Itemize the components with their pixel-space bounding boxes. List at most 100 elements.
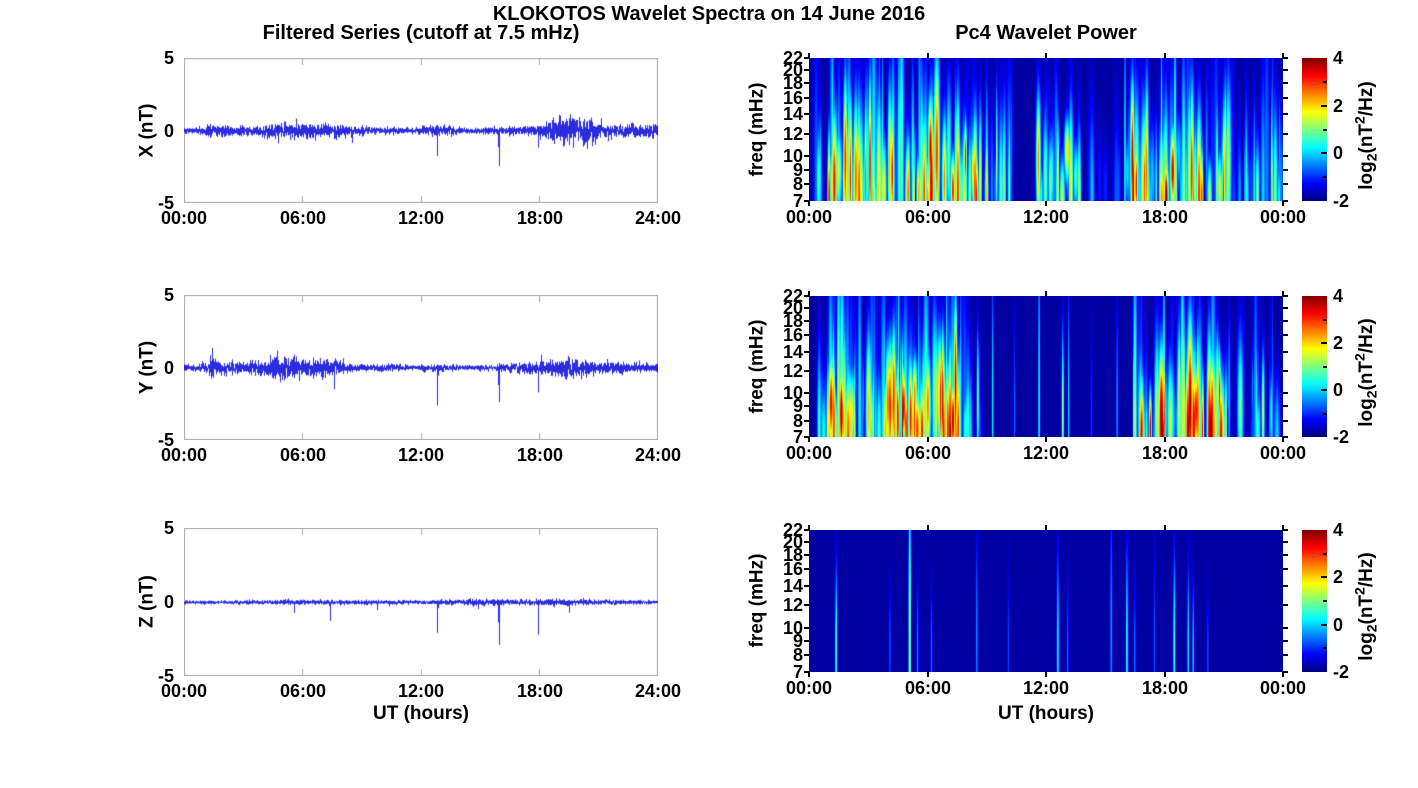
x-tick-label: 12:00 [397, 681, 445, 701]
colorbar-tick-label: 4 [1333, 520, 1344, 540]
tick-mark [1321, 105, 1327, 107]
y-tick-label: 14 [782, 104, 803, 124]
colorbar-label-superscript: 2 [1351, 352, 1368, 361]
x-tick-label: 00:00 [1259, 678, 1307, 698]
tick-mark [804, 200, 809, 202]
y-tick-label: -5 [157, 193, 174, 213]
x-tick-label: 06:00 [904, 678, 952, 698]
colorbar-tick-label: -2 [1333, 191, 1350, 211]
tick-mark [804, 541, 809, 543]
tick-mark [1321, 576, 1327, 578]
x-tick-label: 12:00 [1022, 207, 1070, 227]
tick-mark [1164, 53, 1166, 58]
tick-mark [808, 291, 810, 296]
colorbar-tick-label: 4 [1333, 48, 1344, 68]
tick-mark [927, 53, 929, 58]
x-tick-label: 18:00 [516, 681, 564, 701]
tick-mark [804, 436, 809, 438]
tick-mark [1045, 437, 1047, 442]
y-tick-label: 18 [782, 545, 803, 565]
tick-mark [927, 201, 929, 206]
tick-mark [1323, 647, 1327, 649]
tick-mark [804, 97, 809, 99]
tick-mark [1323, 319, 1327, 321]
tick-mark [804, 370, 809, 372]
x-tick-label: 18:00 [1141, 207, 1189, 227]
x-tick-label: 06:00 [904, 207, 952, 227]
tick-mark [1323, 413, 1327, 415]
y-tick-label: 5 [163, 285, 174, 305]
tick-mark [1283, 183, 1288, 185]
y-tick-label: 22 [782, 286, 803, 306]
x-tick-label: 00:00 [160, 208, 208, 228]
y-tick-label: 9 [792, 396, 803, 416]
tick-mark [1283, 155, 1288, 157]
colorbar-label-superscript: 2 [1351, 587, 1368, 595]
tick-mark [1323, 600, 1327, 602]
y-tick-label: -5 [157, 430, 174, 450]
x-tick-label: 00:00 [785, 678, 833, 698]
colorbar-tick-label: 2 [1333, 567, 1344, 587]
tick-mark [1321, 152, 1327, 154]
y-tick-label: 22 [782, 520, 803, 540]
tick-mark [927, 672, 929, 677]
tick-mark [1283, 554, 1288, 556]
tick-mark [1045, 201, 1047, 206]
colorbar-label-text: log [1355, 397, 1377, 427]
tick-mark [804, 155, 809, 157]
tick-mark [927, 291, 929, 296]
x-tick-label: 00:00 [160, 681, 208, 701]
y-tick-label: 20 [782, 532, 803, 552]
tick-mark [1164, 201, 1166, 206]
y-tick-label: 20 [782, 60, 803, 80]
tick-mark [804, 133, 809, 135]
x-tick-label: 18:00 [516, 208, 564, 228]
y-tick-label: 12 [782, 595, 803, 615]
colorbar-label-text: log [1355, 632, 1377, 661]
tick-mark [1045, 672, 1047, 677]
colorbar-tick-label: 2 [1333, 333, 1344, 353]
tick-mark [1283, 351, 1288, 353]
wavelet-power-y-canvas [809, 296, 1283, 437]
tick-mark [1283, 654, 1288, 656]
tick-mark [804, 113, 809, 115]
tick-mark [1283, 200, 1288, 202]
x-tick-label: 12:00 [1022, 443, 1070, 463]
tick-mark [804, 183, 809, 185]
tick-mark [1164, 525, 1166, 530]
tick-mark [1283, 420, 1288, 422]
tick-mark [804, 405, 809, 407]
tick-mark [1283, 57, 1288, 59]
y-tick-label: 5 [163, 518, 174, 538]
tick-mark [1283, 529, 1288, 531]
y-tick-label: 0 [163, 358, 174, 378]
colorbar-tick-label: 4 [1333, 286, 1344, 306]
x-tick-label: 24:00 [634, 208, 682, 228]
ut-hours-label: UT (hours) [372, 703, 470, 724]
tick-mark [1164, 291, 1166, 296]
tick-mark [804, 169, 809, 171]
y-tick-label: -5 [157, 666, 174, 686]
tick-mark [1283, 585, 1288, 587]
tick-mark [804, 585, 809, 587]
tick-mark [1283, 169, 1288, 171]
tick-mark [1323, 176, 1327, 178]
tick-mark [1282, 291, 1284, 296]
tick-mark [1164, 437, 1166, 442]
tick-mark [1283, 69, 1288, 71]
tick-mark [1283, 295, 1288, 297]
tick-mark [808, 672, 810, 677]
freq-axis-label: freq (mHz) [746, 82, 768, 176]
tick-mark [1282, 53, 1284, 58]
y-tick-label: 7 [792, 191, 803, 211]
tick-mark [1323, 553, 1327, 555]
tick-mark [804, 57, 809, 59]
tick-mark [804, 654, 809, 656]
colorbar-tick-label: 0 [1333, 380, 1344, 400]
tick-mark [1283, 97, 1288, 99]
y-tick-label: 0 [163, 121, 174, 141]
tick-mark [1045, 525, 1047, 530]
tick-mark [808, 53, 810, 58]
y-tick-label: 20 [782, 298, 803, 318]
tick-mark [1045, 291, 1047, 296]
